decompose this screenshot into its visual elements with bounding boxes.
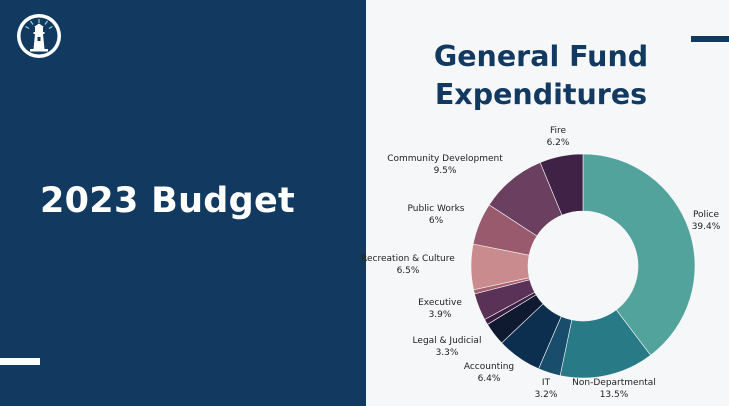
- accent-bar-right: [691, 36, 729, 42]
- label-executive: Executive: [418, 298, 462, 308]
- chart-title-line-1: General Fund: [433, 40, 649, 73]
- label-non-departmental: Non-Departmental: [572, 378, 656, 388]
- chart-title: General Fund Expenditures: [405, 38, 677, 114]
- value-public-works: 6%: [429, 216, 444, 226]
- value-non-departmental: 13.5%: [600, 390, 629, 400]
- label-recreation-culture: Recreation & Culture: [361, 254, 455, 264]
- value-fire: 6.2%: [547, 138, 570, 148]
- slice-labels: Police 39.4% Non-Departmental 13.5% IT 3.2% Ac…: [361, 126, 721, 400]
- slice-police: [582, 153, 696, 356]
- label-legal-judicial: Legal & Judicial: [413, 336, 482, 346]
- value-recreation-culture: 6.5%: [397, 266, 420, 276]
- label-it: IT: [542, 378, 551, 388]
- chart-title-line-2: Expenditures: [434, 78, 648, 111]
- slide-heading: 2023 Budget: [40, 181, 296, 221]
- label-police: Police: [693, 210, 720, 220]
- label-accounting: Accounting: [464, 362, 514, 372]
- value-police: 39.4%: [692, 222, 721, 232]
- lighthouse-logo-icon: [17, 14, 61, 58]
- left-panel: 2023 Budget: [0, 0, 366, 406]
- value-accounting: 6.4%: [478, 374, 501, 384]
- label-fire: Fire: [550, 126, 567, 136]
- accent-bar-left: [0, 358, 40, 365]
- value-executive: 3.9%: [429, 310, 452, 320]
- slice-fire: [539, 153, 584, 216]
- value-legal-judicial: 3.3%: [436, 348, 459, 358]
- donut-slices: [470, 153, 696, 379]
- value-community-development: 9.5%: [434, 166, 457, 176]
- label-public-works: Public Works: [408, 204, 465, 214]
- value-it: 3.2%: [535, 390, 558, 400]
- label-community-development: Community Development: [387, 154, 503, 164]
